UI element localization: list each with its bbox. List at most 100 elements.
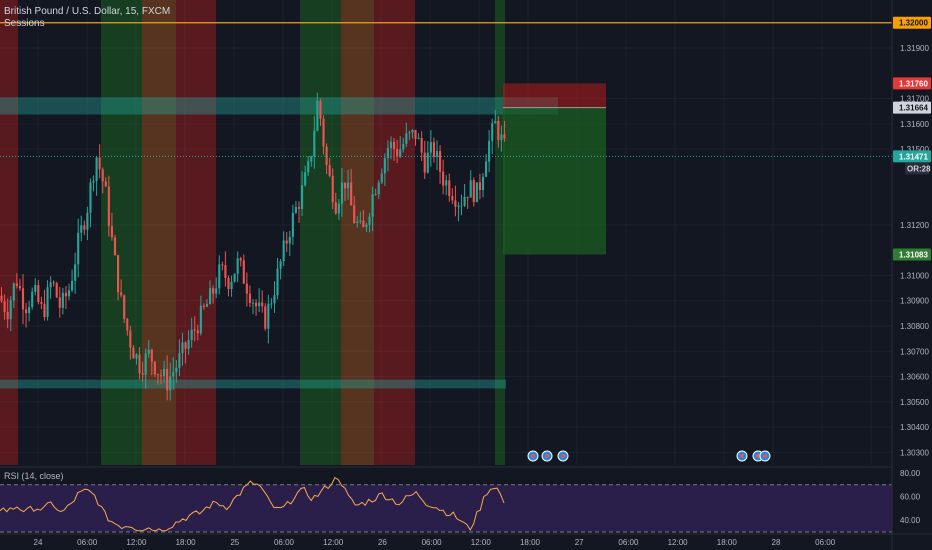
candle-body [221, 264, 224, 266]
candle-body [162, 368, 166, 376]
candle-body [313, 130, 316, 157]
candle-body [276, 268, 279, 296]
candle-body [270, 303, 273, 305]
candle-body [123, 295, 126, 319]
candle-body [181, 342, 184, 354]
event-flag-dot-icon [763, 454, 767, 458]
candle-body [264, 306, 267, 329]
price-tick-label: 1.30500 [900, 398, 929, 407]
candle-body [261, 302, 264, 307]
session-box-orange [142, 0, 176, 465]
candle-body [472, 180, 475, 203]
candle-body [346, 182, 350, 189]
candle-body [135, 354, 138, 359]
candle-body [383, 157, 386, 174]
candle-body [64, 292, 68, 297]
candle-body [377, 182, 380, 195]
candle-body [138, 354, 141, 374]
last-price-tag-box [893, 150, 931, 163]
candle-body [120, 292, 123, 296]
price-tick-label: 1.30900 [900, 297, 929, 306]
candle-body [254, 302, 258, 307]
entry-price-tag: 1.31664 [899, 104, 928, 113]
candle-body [9, 300, 12, 320]
candle-body [242, 260, 245, 284]
rsi-line [0, 476, 505, 532]
candle-body [190, 329, 193, 341]
candle-body [6, 311, 9, 320]
time-tick-label: 18:00 [520, 538, 541, 547]
price-axis-background [892, 0, 932, 550]
time-tick-label: 12:00 [323, 538, 344, 547]
candle-body [205, 304, 209, 307]
resistance-zone [0, 97, 558, 115]
candle-body [172, 372, 175, 377]
session-box-red [0, 0, 18, 465]
candle-body [451, 196, 454, 201]
price-tick-label: 1.30400 [900, 423, 929, 432]
candle-body [343, 182, 347, 189]
candle-body [389, 141, 393, 149]
price-lines [0, 22, 892, 157]
candle-body [481, 176, 485, 191]
candle-body [129, 330, 132, 348]
candle-body [12, 283, 15, 301]
candle-body [77, 232, 80, 265]
candle-body [371, 194, 374, 217]
time-tick-label: 12:00 [126, 538, 147, 547]
candle-body [442, 171, 445, 186]
candle-body [239, 258, 242, 261]
candle-body [457, 205, 460, 207]
candle-body [337, 203, 340, 214]
candle-body [169, 376, 172, 391]
candle-body [0, 295, 3, 302]
candle-body [218, 264, 221, 289]
candle-body [488, 140, 491, 162]
candles [0, 92, 506, 401]
candle-body [316, 100, 319, 131]
session-highlights [0, 0, 505, 465]
stop-price-tag: 1.31760 [899, 79, 928, 88]
resistance-price-tag: 1.32000 [899, 19, 928, 28]
price-tick-label: 1.31700 [900, 95, 929, 104]
candle-body [475, 182, 478, 203]
candle-body [484, 161, 488, 177]
economic-events[interactable] [527, 450, 771, 462]
candle-body [374, 194, 377, 196]
candle-body [144, 353, 147, 375]
rsi-tick-label: 40.00 [900, 516, 921, 525]
candle-body [141, 373, 144, 375]
candle-body [478, 182, 482, 191]
candle-body [463, 196, 466, 206]
candle-body [175, 367, 178, 373]
candle-body [224, 265, 227, 278]
candle-body [340, 182, 344, 204]
candle-body [15, 283, 18, 287]
long-position-tool[interactable] [503, 83, 606, 255]
candle-body [67, 290, 71, 297]
candle-body [92, 180, 95, 183]
candle-body [156, 374, 160, 376]
symbol-title[interactable]: British Pound / U.S. Dollar, 15, FXCM [4, 6, 171, 17]
candle-body [46, 287, 49, 317]
rsi-title[interactable]: RSI (14, close) [4, 471, 64, 481]
price-tick-label: 1.31000 [900, 271, 929, 280]
time-tick-label: 12:00 [471, 538, 492, 547]
entry-price-tag-box [893, 101, 931, 114]
resistance-price-tag-box [893, 16, 931, 29]
sessions-indicator-label[interactable]: Sessions [4, 18, 45, 29]
candle-body [110, 226, 114, 238]
candle-body [24, 309, 28, 314]
rr-tag: OR:28 [907, 164, 931, 173]
candle-body [212, 288, 215, 294]
candle-body [494, 120, 497, 124]
candle-body [273, 295, 276, 304]
price-tick-label: 1.30800 [900, 322, 929, 331]
grid [0, 0, 892, 465]
event-flag-dot-icon [531, 454, 535, 458]
candle-body [159, 375, 163, 377]
candle-body [49, 282, 52, 288]
candle-body [89, 182, 92, 213]
